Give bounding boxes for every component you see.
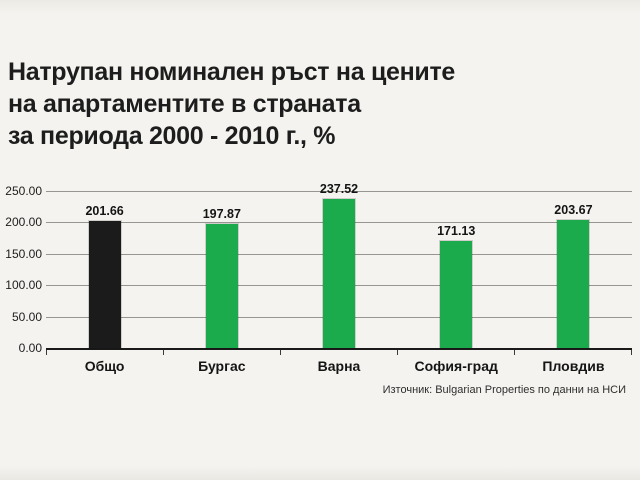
y-tick-label: 100.00 bbox=[5, 278, 42, 293]
source-caption: Източник: Bulgarian Properties по данни … bbox=[382, 384, 626, 396]
y-axis-labels: 250.00 200.00 150.00 100.00 50.00 0.00 bbox=[0, 184, 46, 355]
bar-value-label: 201.66 bbox=[85, 204, 124, 219]
chart-title-line-1: Натрупан номинален ръст на цените bbox=[8, 58, 456, 86]
bar-group-sofia-grad: 171.13 bbox=[398, 191, 515, 348]
gridline bbox=[46, 191, 632, 192]
bar-varna bbox=[323, 198, 355, 348]
axis-tick bbox=[398, 350, 515, 355]
bar-burgas bbox=[205, 223, 238, 348]
axis-tick bbox=[164, 350, 281, 355]
bar-group-varna: 237.52 bbox=[280, 182, 397, 348]
bar-plovdiv bbox=[557, 220, 590, 348]
axis-tick bbox=[515, 350, 632, 355]
bar-value-label: 237.52 bbox=[319, 181, 359, 196]
chart-title-line-3: за периода 2000 - 2010 г., % bbox=[8, 122, 336, 150]
x-label-varna: Варна bbox=[317, 358, 361, 374]
x-axis-labels: Общо Бургас Варна София-град Пловдив bbox=[46, 355, 632, 374]
x-label-plovdiv: Пловдив bbox=[542, 358, 605, 374]
x-axis-ticks bbox=[46, 350, 632, 355]
bar-group-plovdiv: 203.67 bbox=[515, 191, 632, 348]
bar-chart: 250.00 200.00 150.00 100.00 50.00 0.00 2… bbox=[0, 182, 640, 374]
x-label-obshto: Общо bbox=[84, 358, 125, 374]
bar-group-obshto: 201.66 bbox=[46, 191, 163, 348]
axis-tick bbox=[46, 350, 164, 355]
bar-value-label: 197.87 bbox=[202, 206, 241, 221]
x-label-sofia-grad: София-град bbox=[414, 358, 498, 374]
chart-title: Натрупан номинален ръст на цените на апа… bbox=[8, 56, 455, 152]
y-tick-label: 150.00 bbox=[5, 246, 42, 261]
bars-container: 201.66 197.87 237.52 171.13 bbox=[46, 182, 632, 348]
y-tick-label: 50.00 bbox=[11, 309, 42, 324]
bar-sofia-grad bbox=[440, 240, 473, 348]
bar-obshto bbox=[88, 221, 121, 348]
axis-tick bbox=[281, 350, 398, 355]
chart-title-line-2: на апартаментите в страната bbox=[8, 90, 361, 118]
y-tick-label: 0.00 bbox=[18, 341, 42, 355]
bar-value-label: 171.13 bbox=[437, 223, 476, 238]
y-tick-label: 250.00 bbox=[5, 184, 42, 198]
bar-value-label: 203.67 bbox=[554, 203, 593, 218]
y-tick-label: 200.00 bbox=[5, 215, 42, 230]
x-label-burgas: Бургас bbox=[198, 358, 246, 374]
plot-area: 201.66 197.87 237.52 171.13 bbox=[46, 182, 632, 350]
bar-group-burgas: 197.87 bbox=[163, 191, 280, 348]
